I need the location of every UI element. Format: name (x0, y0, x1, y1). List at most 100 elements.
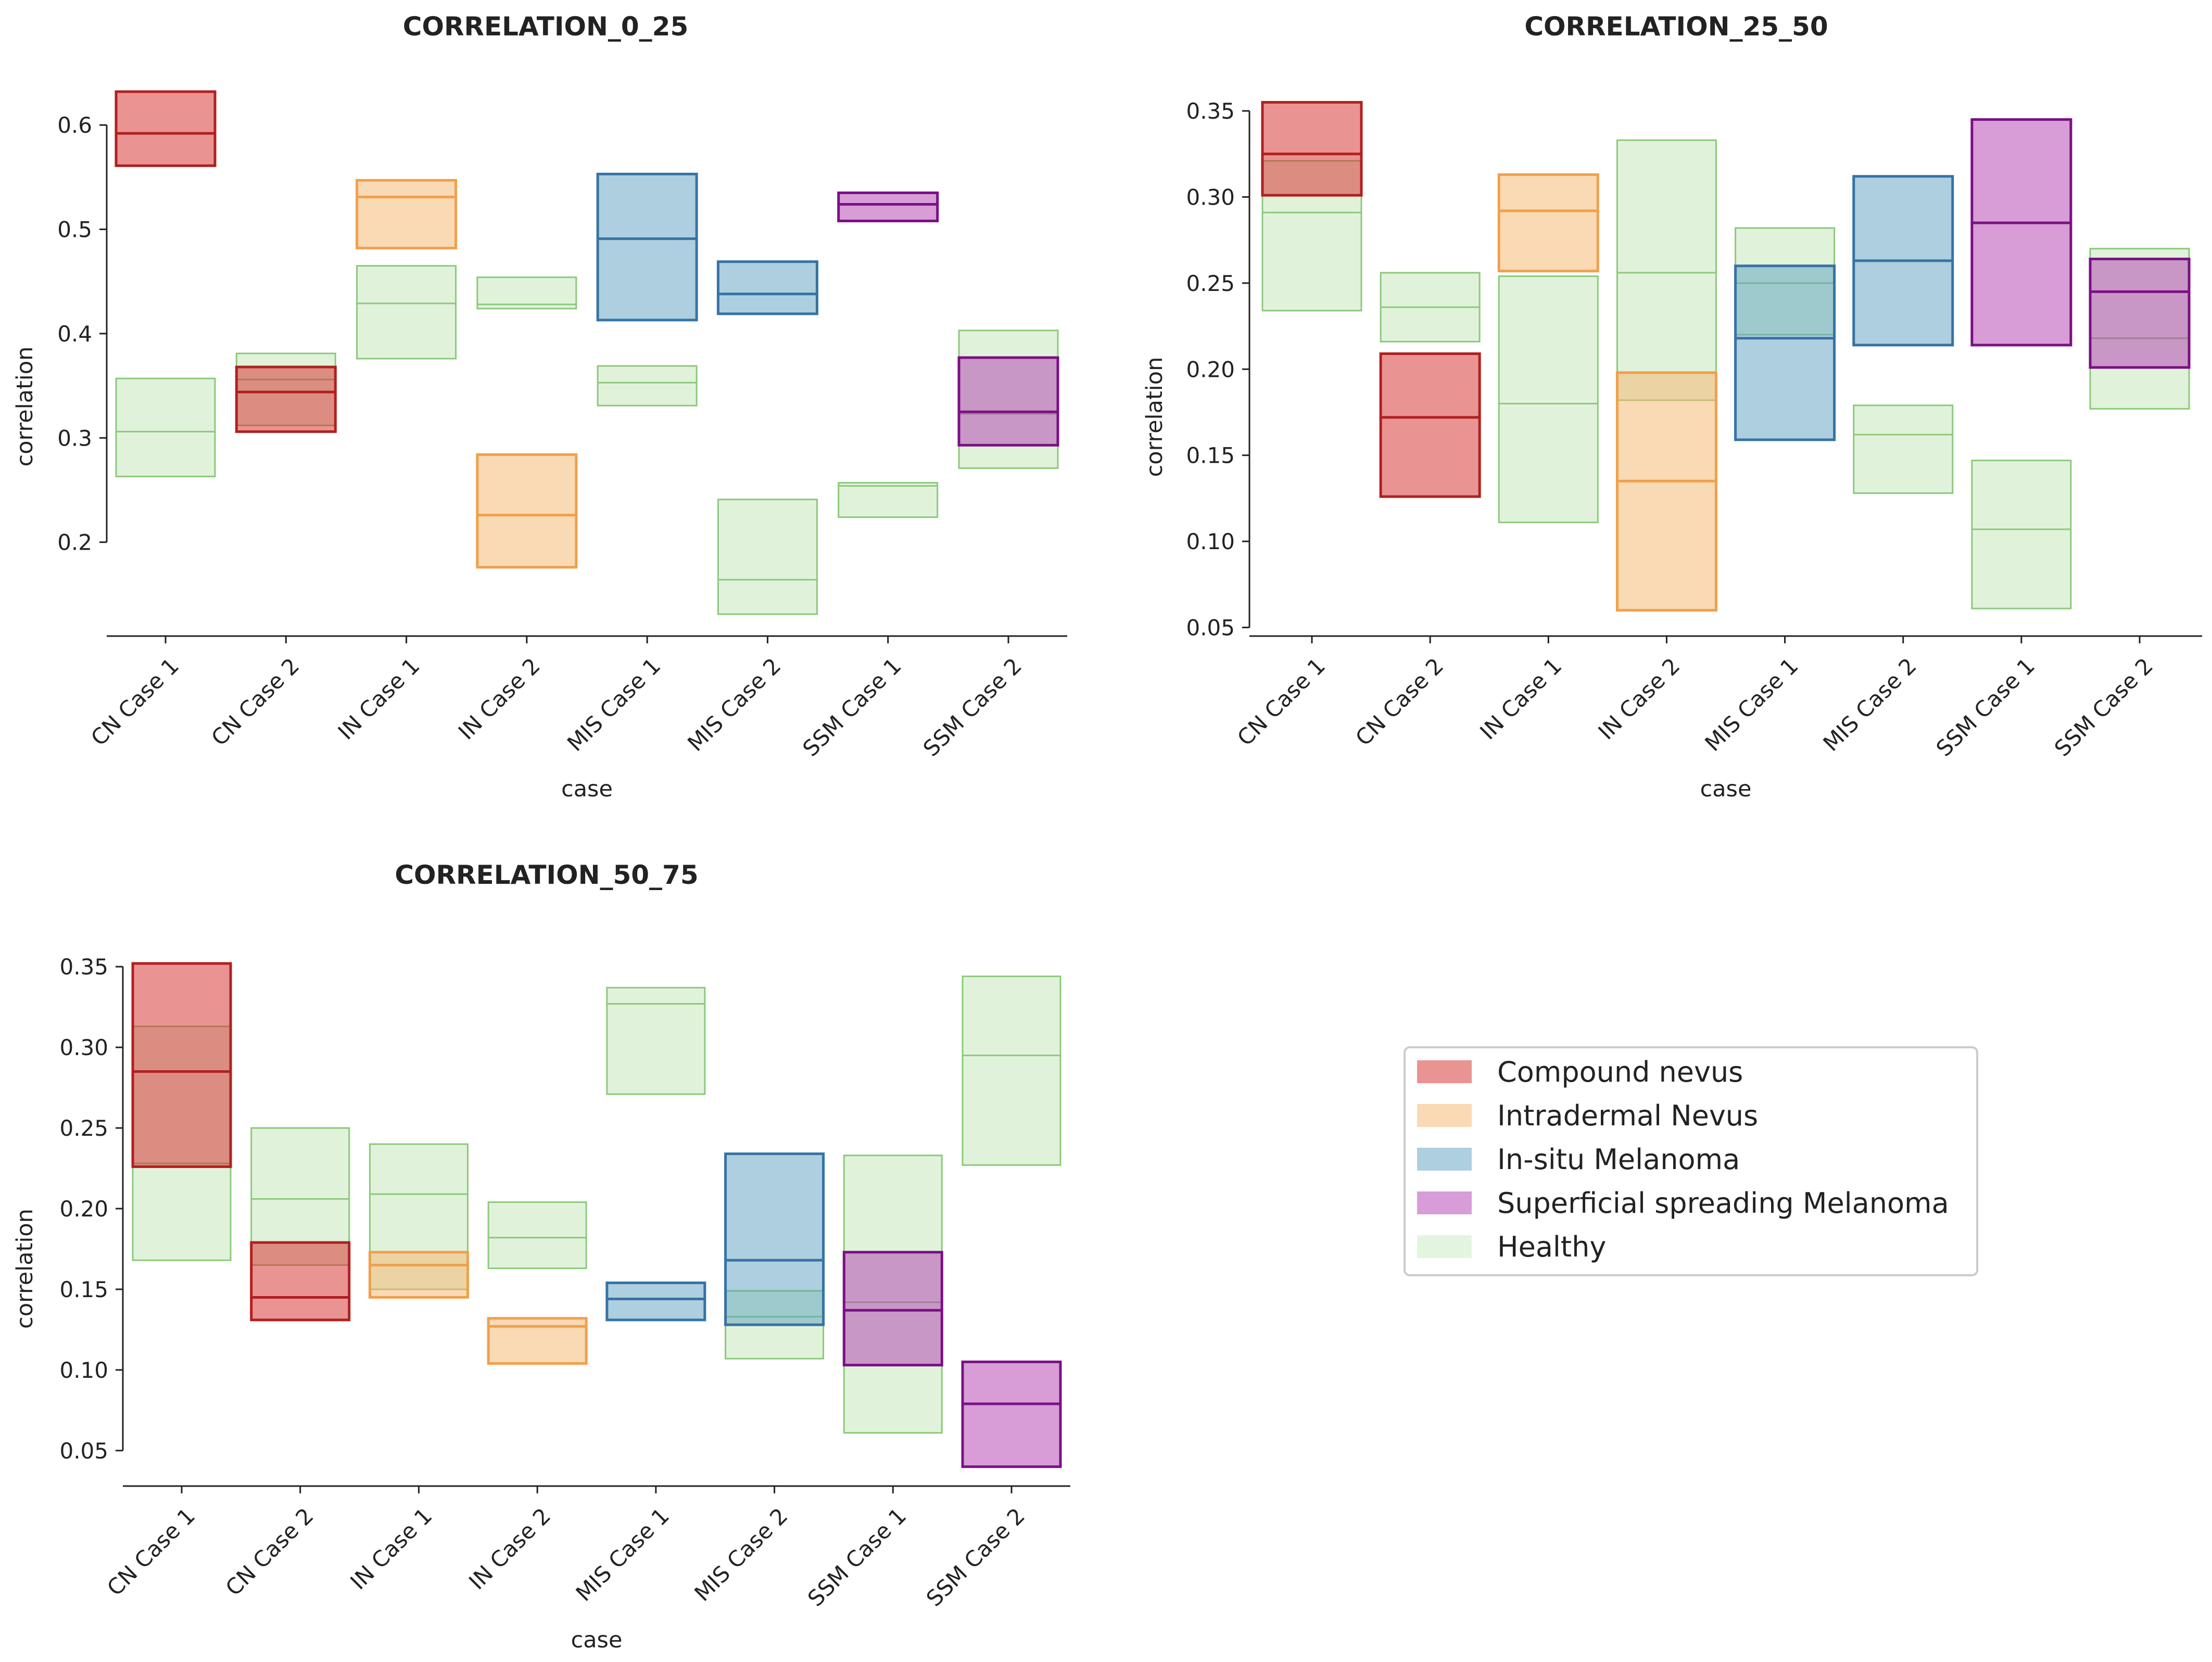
y-tick-label: 0.20 (59, 1196, 108, 1222)
box-mis-case-2-healthy (1853, 404, 1954, 494)
y-axis-label: correlation (12, 1209, 38, 1329)
x-tick-label: SSM Case 2 (2050, 653, 2158, 761)
x-tick-label: IN Case 2 (464, 1503, 555, 1594)
box-ssm-case-2-superficial-spreading-melanoma (2089, 258, 2191, 369)
box-cn-case-2-compound-nevus (235, 365, 337, 433)
box-body (1971, 460, 2072, 610)
box-body (487, 1201, 587, 1270)
box-mis-case-1-in-situ-melanoma (1734, 264, 1836, 441)
box-body (957, 356, 1059, 447)
x-tick-label: IN Case 2 (1593, 653, 1685, 744)
y-tick-label: 0.30 (59, 1035, 108, 1060)
box-in-case-2-healthy (487, 1201, 587, 1270)
x-tick-label: MIS Case 1 (571, 1503, 674, 1606)
box-cn-case-1-compound-nevus (115, 90, 217, 167)
box-body (842, 1251, 943, 1367)
legend-item-superficial-spreading-melanoma: Superficial spreading Melanoma (1417, 1187, 1949, 1220)
box-body (605, 1282, 706, 1322)
legend-label: In-situ Melanoma (1497, 1143, 1740, 1176)
chart-panel-1: CORRELATION_0_25 0.2 0.3 0.4 0.5 0.6 correlati… (12, 11, 1067, 802)
box-body (2089, 258, 2191, 369)
box-cn-case-1-healthy (115, 377, 216, 477)
box-mis-case-2-in-situ-melanoma (716, 260, 818, 315)
box-body (368, 1251, 469, 1299)
x-axis-label: case (561, 776, 613, 802)
box-body (1498, 275, 1599, 524)
box-ssm-case-1-healthy (1971, 460, 2072, 610)
y-tick-label: 0.15 (59, 1277, 108, 1302)
legend-label: Intradermal Nevus (1497, 1099, 1758, 1132)
y-tick-label: 0.25 (1186, 271, 1235, 296)
box-body (356, 179, 458, 250)
x-tick-label: CN Case 1 (102, 1503, 200, 1601)
y-tick-label: 0.5 (57, 217, 92, 243)
box-body (1853, 404, 1954, 494)
box-in-case-1-intradermal-nevus (368, 1251, 469, 1299)
chart-panel-3: CORRELATION_50_75 0.05 0.10 0.15 0.20 0.25 0.3… (12, 860, 1070, 1653)
box-body (131, 962, 232, 1168)
box-cn-case-2-healthy (1380, 272, 1481, 342)
legend-swatch (1417, 1060, 1472, 1083)
x-tick-label: CN Case 2 (206, 653, 304, 751)
x-tick-label: MIS Case 2 (682, 653, 786, 756)
y-tick-label: 0.6 (57, 112, 92, 138)
legend-swatch (1417, 1148, 1472, 1171)
box-body (1497, 173, 1599, 273)
legend-swatch (1417, 1191, 1472, 1214)
box-mis-case-2-healthy (717, 499, 818, 615)
box-in-case-1-healthy (356, 265, 457, 360)
box-cn-case-1-compound-nevus (131, 962, 232, 1168)
box-mis-case-1-in-situ-melanoma (605, 1282, 706, 1322)
box-in-case-2-intradermal-nevus (476, 453, 578, 569)
box-body (235, 365, 337, 433)
y-tick-label: 0.05 (1186, 615, 1235, 640)
box-body (597, 365, 698, 407)
y-tick-label: 0.35 (1186, 98, 1235, 124)
x-axis-label: case (571, 1627, 623, 1653)
box-body (1379, 352, 1481, 498)
legend-frame (1404, 1046, 1978, 1276)
box-body (476, 453, 578, 569)
box-body (717, 499, 818, 615)
box-body (606, 986, 706, 1095)
x-tick-label: IN Case 1 (1475, 653, 1566, 744)
x-tick-label: SSM Case 2 (921, 1503, 1030, 1611)
box-body (961, 1360, 1062, 1468)
x-tick-label: MIS Case 1 (562, 653, 665, 756)
box-body (356, 265, 457, 360)
box-mis-case-1-in-situ-melanoma (596, 172, 698, 322)
legend-swatch (1417, 1104, 1472, 1127)
box-body (838, 481, 939, 518)
box-body (1261, 101, 1363, 197)
x-tick-label: IN Case 1 (333, 653, 425, 744)
box-body (476, 276, 577, 310)
chart-panel-2: CORRELATION_25_50 0.05 0.10 0.15 0.20 0.25 0.3… (1142, 11, 2202, 802)
x-tick-label: MIS Case 2 (689, 1503, 792, 1606)
box-in-case-2-healthy (476, 276, 577, 310)
box-body (1734, 264, 1836, 441)
y-axis-label: correlation (12, 347, 38, 467)
box-body (1615, 371, 1717, 612)
box-body (1616, 139, 1717, 401)
box-cn-case-2-compound-nevus (1379, 352, 1481, 498)
y-tick-label: 0.4 (57, 321, 92, 347)
legend-swatch (1417, 1235, 1472, 1258)
chart-title: CORRELATION_50_75 (395, 860, 698, 890)
legend: Compound nevus Intradermal Nevus In-situ M… (1404, 1046, 1978, 1276)
box-mis-case-2-in-situ-melanoma (1852, 175, 1954, 347)
chart-title: CORRELATION_0_25 (403, 11, 688, 42)
box-in-case-1-intradermal-nevus (1497, 173, 1599, 273)
box-ssm-case-1-superficial-spreading-melanoma (842, 1251, 943, 1367)
box-ssm-case-1-superficial-spreading-melanoma (837, 191, 939, 223)
x-tick-label: MIS Case 2 (1818, 653, 1921, 756)
box-ssm-case-1-healthy (838, 481, 939, 518)
y-tick-label: 0.30 (1186, 184, 1235, 210)
chart-title: CORRELATION_25_50 (1524, 11, 1828, 42)
box-in-case-1-intradermal-nevus (356, 179, 458, 250)
box-body (716, 260, 818, 315)
box-in-case-1-healthy (1498, 275, 1599, 524)
y-tick-label: 0.10 (1186, 529, 1235, 554)
y-tick-label: 0.35 (59, 954, 108, 980)
box-body (115, 90, 217, 167)
